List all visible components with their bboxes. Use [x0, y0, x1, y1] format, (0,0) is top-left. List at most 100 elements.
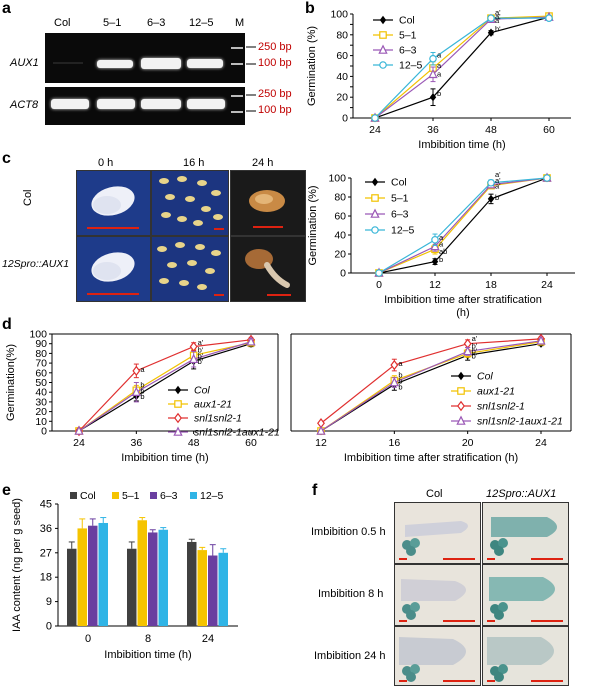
data-point: [188, 353, 199, 364]
micrograph-aux1-8h: [482, 564, 569, 626]
legend: Col aux1-21 snl1snl2-1 snl1snl2-1aux1-21: [451, 371, 563, 428]
legend-marker-aux1-21: [457, 387, 465, 395]
significance-letter: a': [495, 8, 501, 17]
y-tick-label: 0: [342, 113, 348, 125]
legend-marker-col: [174, 385, 182, 395]
series-line-col: [78, 343, 252, 432]
legend-swatch-12-5: [190, 492, 197, 499]
significance-letter: b': [198, 357, 204, 366]
panel-letter-c: c: [2, 150, 11, 167]
series-line-col: [374, 16, 550, 119]
legend-label-5-1: 5–1: [391, 193, 409, 205]
data-point: [487, 28, 495, 37]
x-axis-label: Imbibition time after stratification: [384, 294, 542, 306]
significance-letter: b: [398, 382, 402, 391]
series-line-snl1snl2-1: [320, 338, 542, 424]
legend-swatch-col: [70, 492, 77, 499]
significance-letter: a': [495, 182, 501, 191]
y-tick-label: 20: [35, 406, 47, 418]
x-tick-label: 24: [369, 124, 381, 136]
series-snl1snl2-1aux1-21: [316, 335, 546, 435]
bar-6-3: [148, 532, 158, 626]
seed-photo-aux1-0h: [76, 236, 151, 302]
legend-marker-6-3: [378, 44, 388, 54]
data-point: [429, 93, 437, 102]
legend-marker-12-5: [371, 226, 379, 234]
series-12-5: [371, 14, 553, 122]
lane-label-marker: M: [235, 17, 245, 29]
marker-100bp-aux1: 100 bp: [258, 57, 292, 69]
chart-e: 0 9 18 27 36 45 IAA content (ng per g seed) Imb…: [11, 490, 238, 661]
legend-label-col: Col: [194, 385, 210, 397]
gel-row-aux1: AUX1: [10, 57, 39, 69]
legend-marker-snl1snl2-1aux1-21: [173, 426, 183, 436]
series-line-6-3: [378, 177, 548, 274]
significance-letter: a': [495, 12, 501, 21]
y-axis-label: Germination (%): [307, 185, 319, 265]
significance-letter: b': [495, 25, 501, 34]
x-axis-label: Imbibition time after stratification (h): [344, 452, 518, 464]
significance-letter: a: [439, 240, 444, 249]
data-point: [462, 345, 473, 356]
lane-label-12-5: 12–5: [189, 17, 214, 29]
photo-time-16h: 16 h: [183, 157, 205, 169]
micro-col-label-col: Col: [426, 488, 443, 500]
x-axis-label: Imbibition time (h): [121, 452, 208, 464]
data-point: [389, 376, 400, 387]
x-axis-label: Imbibition time (h): [104, 649, 191, 661]
y-axis-label: Germination (%): [306, 26, 318, 106]
gel-image-aux1: [45, 33, 245, 83]
data-point: [131, 386, 142, 396]
y-tick-label: 60: [35, 367, 47, 379]
series-line-12-5: [374, 17, 549, 119]
y-tick-label: 100: [29, 329, 47, 341]
series-line-snl1snl2-1: [78, 339, 252, 432]
significance-letter: a': [472, 334, 478, 343]
legend-label-aux1-21: aux1-21: [477, 386, 515, 398]
y-tick-label: 80: [336, 29, 348, 41]
y-tick-label: 100: [330, 9, 348, 21]
significance-letter: b: [398, 371, 402, 380]
x-axis-label: Imbibition time (h): [418, 139, 505, 151]
data-point: [189, 341, 198, 352]
y-tick-label: 27: [40, 547, 52, 559]
micrograph-col-24h: [394, 626, 481, 686]
series-snl1snl2-1aux1-21: [74, 336, 256, 435]
significance-letter: b': [495, 193, 501, 202]
chart-d2: 12 16 20 24 Imbibition time after stratifica…: [290, 333, 572, 464]
bar-5-1: [197, 550, 207, 626]
data-point: [246, 336, 256, 346]
legend-label-col: Col: [477, 371, 493, 383]
seed-photo-aux1-24h: [230, 236, 306, 302]
marker-250bp-aux1: 250 bp: [258, 41, 292, 53]
significance-letter: b': [472, 342, 478, 351]
significance-letter: a': [495, 170, 501, 179]
photo-time-0h: 0 h: [98, 157, 114, 169]
significance-letter: b': [472, 346, 478, 355]
x-tick-label: 36: [130, 437, 142, 449]
panel-letter-d: d: [2, 316, 12, 333]
series-line-12-5: [378, 177, 548, 274]
data-point: [545, 14, 553, 22]
data-point: [371, 114, 379, 122]
significance-letter: b: [398, 377, 402, 386]
significance-letter: a: [437, 51, 442, 60]
y-tick-label: 60: [334, 211, 346, 223]
data-point: [428, 68, 438, 79]
legend-swatch-6-3: [150, 492, 157, 499]
series-line-col: [320, 343, 542, 432]
y-tick-label: 0: [340, 268, 346, 280]
x-tick-label: 48: [188, 437, 200, 449]
x-tick-label: 12: [315, 437, 327, 449]
legend-label-6-3: 6–3: [391, 209, 409, 221]
series-line-5-1: [374, 15, 550, 119]
data-point: [431, 235, 439, 244]
series-12-5: [375, 174, 551, 277]
bar-12-5: [98, 522, 108, 626]
legend-marker-col: [379, 15, 387, 25]
x-tick-label: 36: [427, 124, 439, 136]
seed-photo-col-24h: [230, 170, 306, 236]
micrograph-col-0-5h: [394, 502, 481, 564]
data-point: [431, 257, 439, 266]
data-point: [487, 14, 495, 22]
